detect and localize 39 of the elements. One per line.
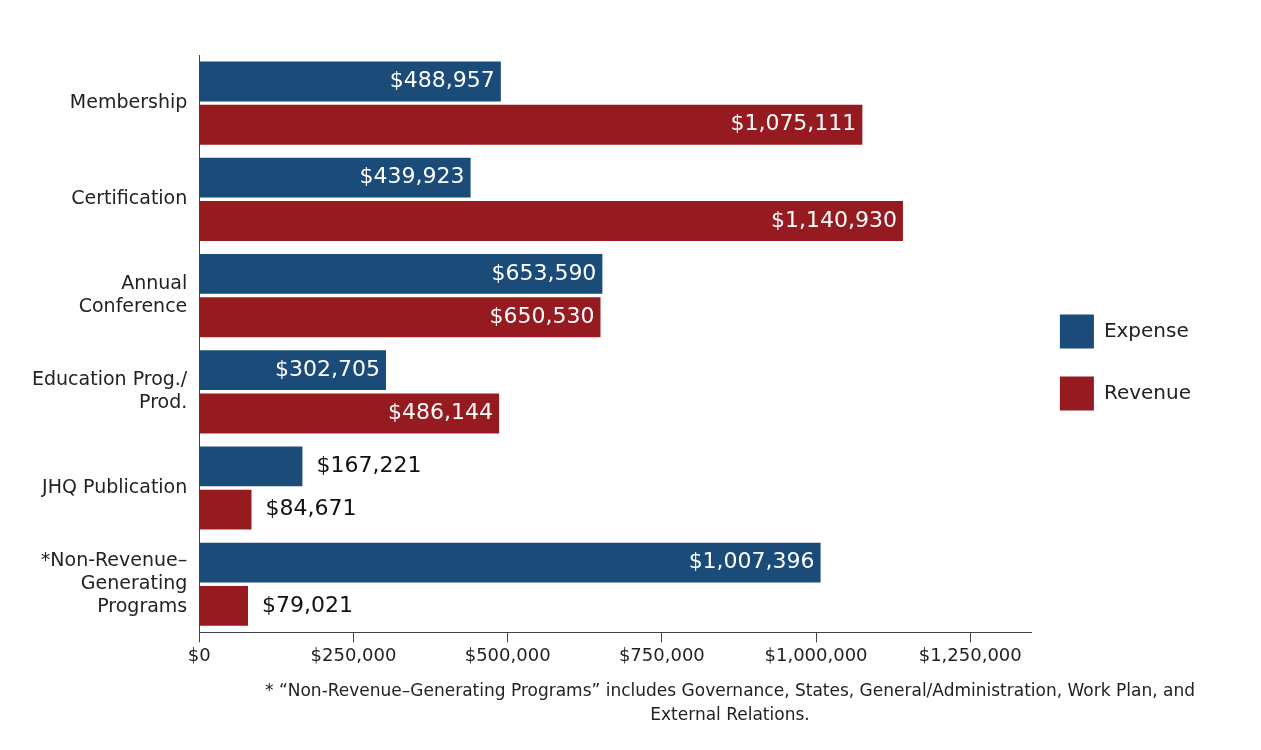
text: $79,021 [262, 591, 353, 617]
bar [199, 489, 252, 530]
y-tick-label: *Non-Revenue–Generating Programs [40, 548, 188, 617]
text: $1,075,111 [730, 110, 857, 136]
y-tick-label: Education Prog./ Prod. [31, 367, 188, 413]
bar [199, 393, 500, 434]
x-tick-label: $1,000,000 [764, 643, 868, 665]
text: $302,705 [274, 355, 380, 381]
text: $653,590 [491, 259, 597, 285]
bar [199, 254, 603, 294]
text: $84,671 [265, 495, 357, 521]
text: $486,144 [388, 399, 494, 425]
text: $167,221 [316, 452, 422, 478]
x-tick-label: $1,250,000 [918, 643, 1022, 665]
bar [199, 104, 863, 145]
bar [199, 586, 249, 626]
bar [199, 61, 501, 102]
text: $488,957 [389, 67, 495, 93]
text: $1,007,396 [688, 548, 815, 574]
y-tick-label: Annual Conference [78, 271, 188, 316]
bar [199, 157, 471, 198]
x-tick-label: $500,000 [464, 643, 551, 665]
text: $439,923 [359, 163, 465, 189]
y-tick-label: JHQ Publication [41, 474, 188, 497]
y-tick-label: Membership [69, 90, 188, 113]
bar [199, 297, 601, 338]
bar [199, 350, 386, 391]
bar [199, 446, 303, 487]
x-tick-label: $0 [187, 643, 211, 665]
legend-label: Revenue [1103, 379, 1192, 404]
legend-label: Expense [1103, 317, 1189, 342]
x-tick-label: $250,000 [310, 643, 397, 665]
bar [199, 542, 821, 583]
text: * “Non-Revenue–Generating Programs” includes Governance, States, General/Administration, Work Plan, and External Relations. [264, 679, 1196, 726]
text: $1,140,930 [770, 206, 897, 232]
y-tick-label: Certification [71, 186, 188, 209]
text: $650,530 [489, 302, 595, 328]
x-tick-label: $750,000 [618, 643, 705, 665]
bar [199, 201, 903, 241]
